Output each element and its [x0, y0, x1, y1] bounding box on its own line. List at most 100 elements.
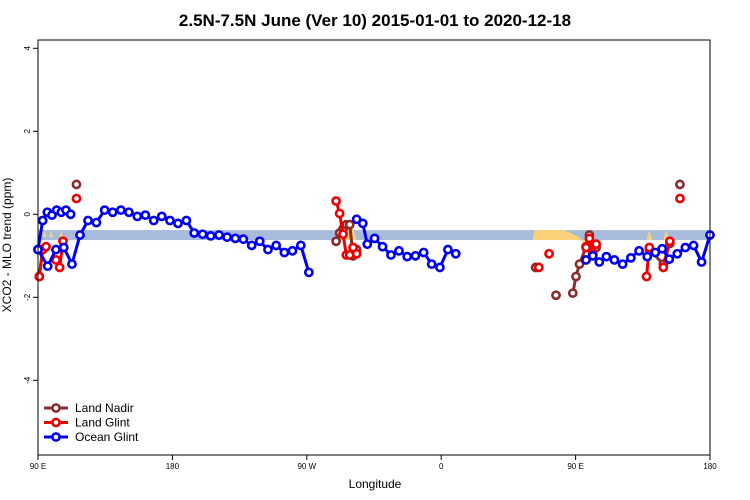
data-point-2-1-7 [402, 251, 413, 262]
data-point-2-3-1 [37, 215, 48, 226]
x-tick-label-3: 0 [439, 462, 444, 471]
data-point-2-2-2 [594, 257, 605, 267]
data-point-1-6-1 [584, 233, 595, 244]
data-point-2-2-3 [601, 251, 612, 262]
data-point-0-4-0 [551, 290, 561, 301]
data-point-0-2-4 [344, 219, 355, 230]
data-point-2-0-18 [181, 215, 192, 226]
x-tick-label-2: 90 W [297, 462, 316, 471]
y-tick-label-4: 4 [23, 46, 32, 51]
y-tick-label-0: -4 [23, 376, 32, 384]
legend-marker-0 [51, 403, 61, 413]
data-point-2-0-31 [287, 245, 298, 256]
data-point-1-1-1 [54, 262, 65, 273]
data-point-0-5-0 [567, 288, 578, 299]
data-point-2-2-8 [642, 251, 653, 262]
data-point-2-2-15 [696, 257, 707, 267]
data-point-2-2-10 [657, 243, 668, 254]
x-axis-label: Longitude [349, 477, 402, 491]
data-point-2-0-26 [246, 240, 257, 251]
y-axis-label: XCO2 - MLO trend (ppm) [0, 178, 14, 313]
data-point-2-0-27 [254, 236, 265, 247]
data-point-1-7-0 [641, 271, 652, 282]
data-point-1-4-0 [533, 262, 544, 273]
data-point-2-0-5 [75, 230, 85, 240]
data-point-2-0-3 [58, 242, 69, 253]
data-point-2-2-5 [617, 259, 628, 269]
data-point-2-0-6 [83, 215, 93, 226]
data-point-1-8-0 [658, 262, 669, 273]
data-point-2-1-11 [434, 262, 445, 273]
data-point-2-0-4 [67, 259, 77, 269]
data-point-2-0-32 [295, 240, 306, 251]
data-point-1-2-0 [71, 193, 82, 204]
data-point-2-0-7 [91, 217, 102, 228]
data-point-2-0-22 [214, 230, 224, 240]
x-tick-label-5: 180 [703, 462, 717, 471]
data-point-2-0-33 [303, 267, 314, 278]
data-point-2-1-5 [386, 250, 396, 260]
land-fill-5 [646, 230, 653, 241]
data-point-2-0-30 [279, 247, 290, 258]
data-point-2-1-3 [369, 233, 380, 244]
data-point-1-3-1 [334, 208, 345, 219]
data-point-2-1-1 [357, 218, 368, 229]
data-point-2-0-14 [148, 215, 159, 226]
data-point-2-0-1 [42, 261, 53, 272]
data-point-0-7-0 [675, 179, 685, 190]
data-point-2-2-0 [581, 255, 591, 265]
legend-marker-1 [51, 417, 61, 428]
legend-label-1: Land Glint [75, 416, 130, 430]
data-point-2-0-15 [156, 211, 167, 222]
data-point-1-5-0 [544, 248, 554, 259]
data-point-1-3-2 [338, 229, 348, 240]
series-2 [33, 205, 715, 278]
x-tick-label-0: 90 E [30, 462, 46, 471]
data-point-1-6-0 [581, 242, 591, 253]
data-point-2-1-4 [377, 241, 388, 252]
series-layer [33, 179, 715, 301]
data-point-2-0-2 [51, 244, 61, 255]
data-point-2-2-1 [587, 250, 598, 261]
data-point-0-1-0 [71, 179, 82, 190]
data-point-2-0-24 [230, 233, 241, 244]
data-point-2-2-11 [664, 254, 675, 265]
data-point-2-0-13 [140, 210, 151, 221]
data-point-2-0-19 [189, 228, 200, 238]
data-point-2-1-9 [418, 247, 429, 258]
data-point-2-0-17 [173, 218, 183, 229]
data-point-2-0-28 [263, 244, 273, 255]
data-point-2-2-12 [672, 248, 683, 259]
data-point-0-5-2 [574, 259, 585, 269]
data-point-2-0-23 [222, 232, 232, 243]
y-tick-label-3: 2 [23, 129, 32, 134]
data-point-2-2-7 [634, 245, 644, 256]
data-point-1-7-1 [644, 242, 655, 253]
legend-label-2: Ocean Glint [75, 430, 139, 444]
data-point-2-2-14 [688, 240, 699, 251]
data-point-2-1-13 [450, 248, 461, 259]
chart-title: 2.5N-7.5N June (Ver 10) 2015-01-01 to 20… [179, 11, 571, 30]
data-point-1-3-6 [351, 248, 362, 259]
data-point-2-0-21 [205, 230, 216, 241]
data-point-2-1-10 [426, 259, 437, 269]
axes: 90 E 180 90 W 0 90 E 180 -4 -2 0 2 4 [23, 46, 717, 471]
data-point-2-1-2 [362, 239, 373, 250]
data-point-2-1-12 [443, 244, 453, 255]
data-point-2-1-6 [394, 245, 404, 256]
x-tick-label-1: 180 [166, 462, 180, 471]
data-point-1-1-0 [51, 255, 62, 265]
data-point-2-2-4 [609, 255, 620, 265]
plot-frame [37, 39, 711, 456]
data-point-0-5-1 [571, 271, 581, 282]
data-point-1-0-0 [34, 271, 45, 282]
data-point-2-2-6 [625, 252, 636, 263]
land-fill-1 [49, 230, 53, 238]
data-point-1-9-0 [675, 193, 685, 204]
land-fill-2 [59, 230, 64, 238]
data-point-2-0-16 [165, 215, 175, 226]
data-point-1-6-3 [591, 239, 602, 250]
data-point-1-0-2 [41, 241, 51, 252]
